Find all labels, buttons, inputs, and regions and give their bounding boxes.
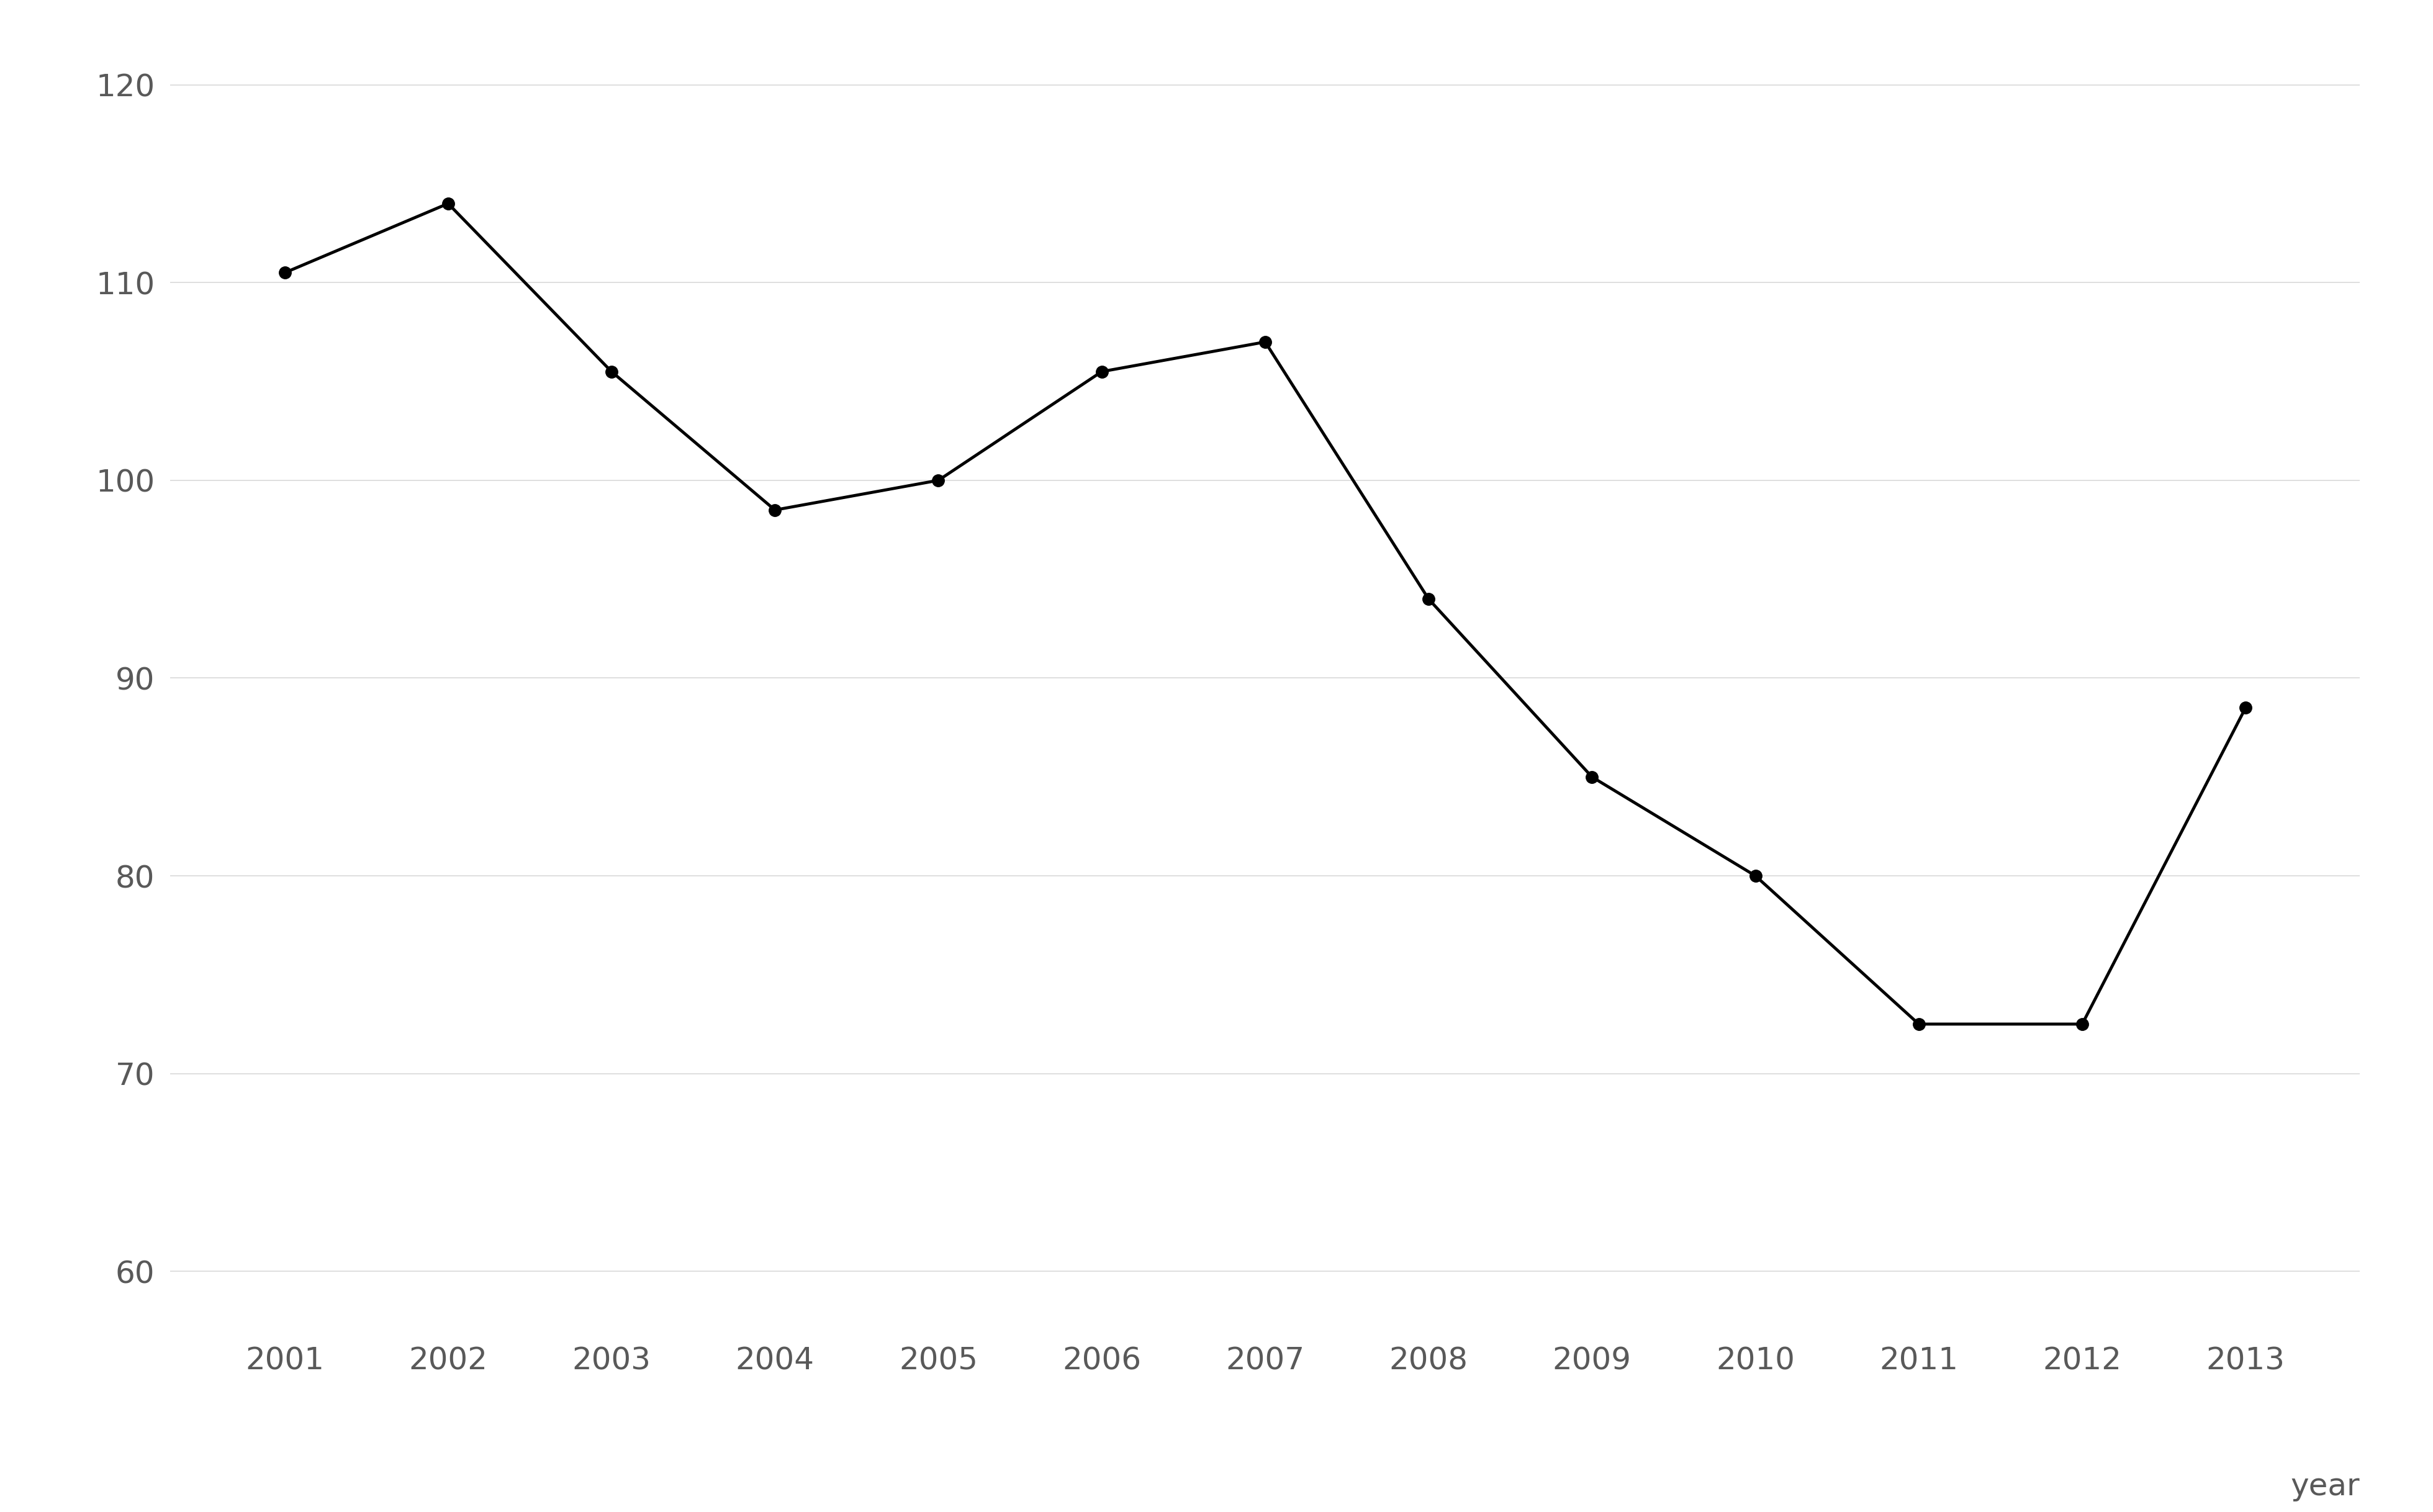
Text: year: year — [2292, 1473, 2360, 1501]
